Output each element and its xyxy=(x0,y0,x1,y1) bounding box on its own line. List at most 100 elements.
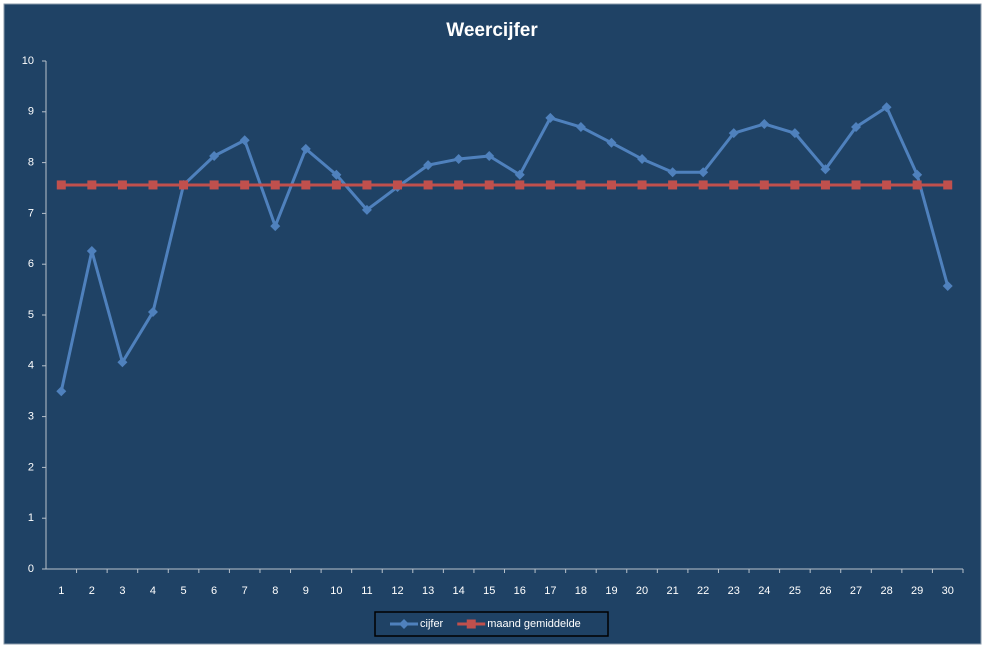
x-tick-label: 18 xyxy=(575,585,587,597)
data-point xyxy=(239,135,250,146)
data-point xyxy=(515,180,525,190)
data-point xyxy=(87,180,97,190)
x-tick-label: 12 xyxy=(391,585,403,597)
data-point xyxy=(759,118,770,129)
x-tick-label: 2 xyxy=(89,585,95,597)
data-point xyxy=(454,180,464,190)
legend-label: maand gemiddelde xyxy=(487,618,581,630)
data-point xyxy=(637,154,648,165)
y-tick-label: 3 xyxy=(28,411,34,423)
data-point xyxy=(606,180,616,190)
x-tick-label: 3 xyxy=(119,585,125,597)
x-tick-label: 26 xyxy=(819,585,831,597)
series-line xyxy=(59,105,950,392)
x-tick-label: 22 xyxy=(697,585,709,597)
data-point xyxy=(300,143,311,154)
data-point xyxy=(790,180,800,190)
data-point xyxy=(789,128,800,139)
legend: cijfer maand gemiddelde xyxy=(374,611,609,637)
data-point xyxy=(759,180,769,190)
x-tick-label: 29 xyxy=(911,585,923,597)
data-point xyxy=(56,180,66,190)
legend-marker xyxy=(399,619,409,629)
y-tick-label: 5 xyxy=(28,309,34,321)
data-point xyxy=(820,164,831,175)
data-point xyxy=(576,180,586,190)
x-tick-label: 28 xyxy=(880,585,892,597)
data-point xyxy=(423,160,434,171)
y-tick-label: 4 xyxy=(28,360,34,372)
x-tick-label: 8 xyxy=(272,585,278,597)
data-point xyxy=(728,128,739,139)
chart-title: Weercijfer xyxy=(446,20,538,41)
data-point xyxy=(545,112,556,123)
x-tick-label: 10 xyxy=(330,585,342,597)
data-point xyxy=(912,180,922,190)
data-point xyxy=(117,180,127,190)
x-tick-label: 23 xyxy=(728,585,740,597)
data-point xyxy=(667,167,678,178)
data-point xyxy=(606,137,617,148)
x-tick-label: 7 xyxy=(242,585,248,597)
x-tick-label: 4 xyxy=(150,585,156,597)
data-point xyxy=(851,122,862,133)
x-tick-label: 13 xyxy=(422,585,434,597)
data-point xyxy=(545,180,555,190)
y-tick-label: 1 xyxy=(28,512,34,524)
data-point xyxy=(209,150,220,161)
x-tick-label: 11 xyxy=(361,585,372,597)
data-point xyxy=(698,167,709,178)
data-point xyxy=(820,180,830,190)
data-point xyxy=(147,306,158,317)
data-point xyxy=(240,180,250,190)
data-point xyxy=(362,180,372,190)
x-tick-label: 14 xyxy=(453,585,465,597)
data-point xyxy=(637,180,647,190)
data-point xyxy=(179,180,189,190)
data-point xyxy=(86,245,97,256)
data-point xyxy=(148,180,158,190)
x-tick-label: 17 xyxy=(544,585,556,597)
data-point xyxy=(912,169,923,180)
data-point xyxy=(331,169,342,180)
x-tick-label: 24 xyxy=(758,585,770,597)
chart-background xyxy=(3,3,982,645)
data-point xyxy=(56,386,67,397)
data-point xyxy=(331,180,341,190)
x-tick-label: 21 xyxy=(666,585,678,597)
x-tick-label: 5 xyxy=(180,585,186,597)
y-tick-label: 2 xyxy=(28,461,34,473)
data-point xyxy=(881,102,892,113)
data-point xyxy=(361,204,372,215)
data-point xyxy=(453,154,464,165)
data-point xyxy=(270,180,280,190)
x-tick-label: 1 xyxy=(58,585,64,597)
x-tick-label: 16 xyxy=(514,585,526,597)
y-tick-label: 7 xyxy=(28,207,34,219)
data-point xyxy=(484,180,494,190)
x-tick-label: 27 xyxy=(850,585,862,597)
y-tick-label: 9 xyxy=(28,106,34,118)
y-tick-label: 0 xyxy=(28,563,34,575)
data-point xyxy=(882,180,892,190)
x-tick-label: 30 xyxy=(942,585,954,597)
data-point xyxy=(301,180,311,190)
data-point xyxy=(668,180,678,190)
x-tick-label: 20 xyxy=(636,585,648,597)
y-tick-label: 8 xyxy=(28,157,34,169)
x-tick-label: 15 xyxy=(483,585,495,597)
data-point xyxy=(270,221,281,232)
x-tick-label: 6 xyxy=(211,585,217,597)
data-point xyxy=(393,180,403,190)
x-tick-label: 19 xyxy=(605,585,617,597)
data-point xyxy=(729,180,739,190)
data-point xyxy=(484,150,495,161)
data-point xyxy=(514,169,525,180)
data-point xyxy=(209,180,219,190)
x-tick-label: 25 xyxy=(789,585,801,597)
data-point xyxy=(851,180,861,190)
legend-box xyxy=(374,611,609,637)
data-point xyxy=(943,180,953,190)
